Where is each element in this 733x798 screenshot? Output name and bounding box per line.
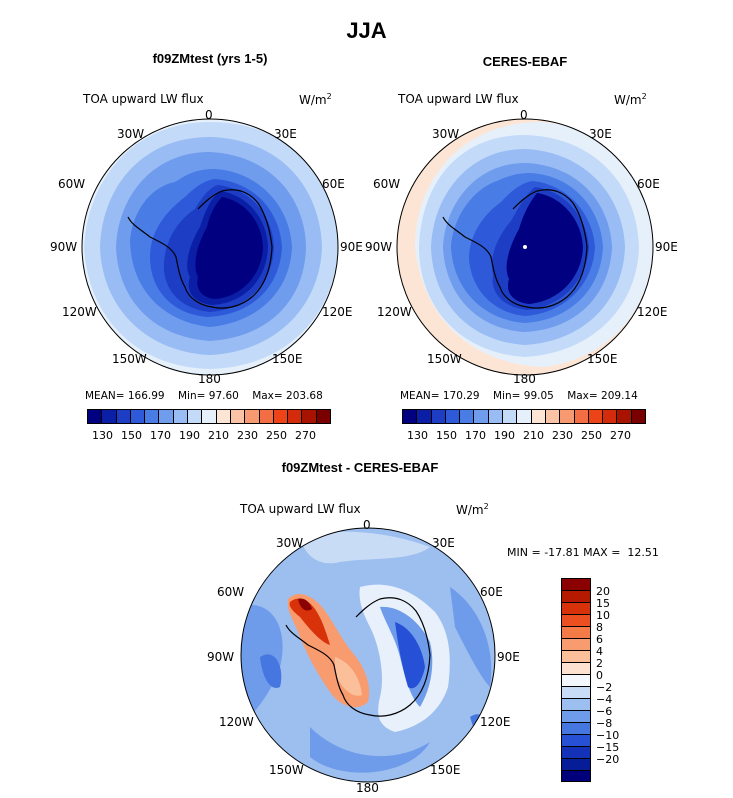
panel-2-polar-map [396,118,654,376]
panel-2-lon-120e: 120E [637,305,668,319]
panel-1-cb-tick: 190 [179,429,200,442]
panel-1-polar-map [81,118,339,376]
panel-1-lon-120w: 120W [62,305,97,319]
panel-2-cb-tick: 130 [407,429,428,442]
panel-2-title: CERES-EBAF [482,54,568,69]
diff-panel-title: f09ZMtest - CERES-EBAF [281,460,439,475]
panel-2-lon-90w: 90W [365,240,393,254]
panel-2-lon-120w: 120W [377,305,412,319]
diff-cb-tick: −20 [596,753,620,766]
panel-1-lon-90e: 90E [340,240,363,254]
diff-lon-30e: 30E [432,536,455,550]
diff-lon-180: 180 [356,781,379,795]
diff-colorbar [561,578,591,782]
panel-2-units: W/m2 [614,92,647,107]
diff-cb-tick: −15 [596,741,620,754]
panel-2-lon-60e: 60E [637,177,660,191]
diff-cb-tick: 4 [596,645,603,658]
panel-2-cb-tick: 150 [436,429,457,442]
diff-minmax: MIN = -17.81 MAX = 12.51 [507,546,659,559]
panel-2-lon-150e: 150E [587,352,618,366]
panel-1-cb-tick: 270 [295,429,316,442]
panel-2-cb-tick: 170 [465,429,486,442]
diff-cb-tick: 0 [596,669,603,682]
panel-1-lon-90w: 90W [50,240,78,254]
diff-panel-polar-map [240,527,496,783]
panel-2-cb-tick: 190 [494,429,515,442]
diff-cb-tick: −10 [596,729,620,742]
diff-cb-tick: −4 [596,693,613,706]
panel-1-lon-30e: 30E [274,127,297,141]
panel-2-lon-30w: 30W [432,127,460,141]
diff-panel-variable: TOA upward LW flux [240,502,361,516]
diff-cb-tick: −8 [596,717,613,730]
panel-2-lon-90e: 90E [655,240,678,254]
panel-2-lon-30e: 30E [589,127,612,141]
panel-2-cb-tick: 210 [523,429,544,442]
diff-lon-60e: 60E [480,585,503,599]
diff-lon-30w: 30W [276,536,304,550]
panel-2-stats: MEAN= 170.29 Min= 99.05 Max= 209.14 [400,390,638,402]
diff-cb-tick: 20 [596,585,610,598]
panel-1-lon-150w: 150W [112,352,147,366]
diff-panel-units: W/m2 [456,502,489,517]
panel-1-cb-tick: 210 [208,429,229,442]
diff-lon-60w: 60W [217,585,245,599]
panel-2-variable: TOA upward LW flux [398,92,519,106]
panel-2-lon-180: 180 [513,372,536,386]
diff-cb-tick: 10 [596,609,610,622]
panel-1-cb-tick: 250 [266,429,287,442]
panel-1-cb-tick: 230 [237,429,258,442]
diff-lon-90w: 90W [207,650,235,664]
diff-lon-0: 0 [363,518,371,532]
diff-lon-90e: 90E [497,650,520,664]
panel-1-lon-120e: 120E [322,305,353,319]
panel-1-lon-180: 180 [198,372,221,386]
diff-cb-tick: −6 [596,705,613,718]
panel-1-cb-tick: 170 [150,429,171,442]
diff-cb-tick: 2 [596,657,603,670]
panel-1-lon-60w: 60W [58,177,86,191]
panel-2-cb-tick: 230 [552,429,573,442]
panel-1-stats: MEAN= 166.99 Min= 97.60 Max= 203.68 [85,390,323,402]
panel-1-lon-0: 0 [205,108,213,122]
panel-1-lon-30w: 30W [117,127,145,141]
panel-2-colorbar [402,409,646,424]
panel-2-cb-tick: 250 [581,429,602,442]
diff-cb-tick: −2 [596,681,613,694]
panel-1-variable: TOA upward LW flux [83,92,204,106]
panel-1-cb-tick: 150 [121,429,142,442]
panel-2-lon-0: 0 [520,108,528,122]
diff-cb-tick: 8 [596,621,603,634]
panel-1-colorbar [87,409,331,424]
diff-cb-tick: 6 [596,633,603,646]
page-title: JJA [346,18,387,43]
diff-lon-120e: 120E [480,715,511,729]
panel-1-lon-60e: 60E [322,177,345,191]
diff-lon-150w: 150W [269,763,304,777]
diff-lon-120w: 120W [219,715,254,729]
diff-cb-tick: 15 [596,597,610,610]
panel-1-units: W/m2 [299,92,332,107]
panel-1-cb-tick: 130 [92,429,113,442]
panel-2-cb-tick: 270 [610,429,631,442]
diff-lon-150e: 150E [430,763,461,777]
panel-2-lon-60w: 60W [373,177,401,191]
panel-1-title: f09ZMtest (yrs 1-5) [152,51,268,66]
panel-2-lon-150w: 150W [427,352,462,366]
panel-1-lon-150e: 150E [272,352,303,366]
